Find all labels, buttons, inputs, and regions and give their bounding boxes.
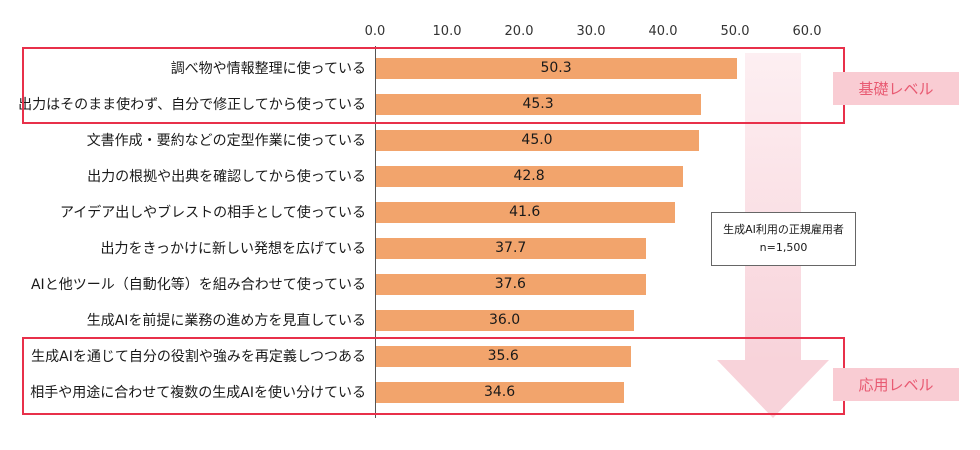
x-tick-label: 20.0 [504, 24, 534, 39]
bar-row: 文書作成・要約などの定型作業に使っている 45.0 [0, 122, 980, 158]
value-label: 36.0 [489, 312, 521, 328]
category-label: 出力の根拠や出典を確認してから使っている [87, 169, 366, 185]
bar: 37.7 [375, 237, 647, 259]
bar-area: 35.6 [375, 338, 632, 374]
basic-level-label: 基礎レベル [833, 72, 959, 105]
bar-row: 出力をきっかけに新しい発想を広げている 37.7 [0, 230, 980, 266]
bar-row: 生成AIを前提に業務の進め方を見直している 36.0 [0, 302, 980, 338]
sample-note-line1: 生成AI利用の正規雇用者 [723, 223, 844, 237]
bar: 45.3 [375, 93, 702, 115]
category-label: アイデア出しやブレストの相手として使っている [59, 205, 366, 221]
bar-area: 36.0 [375, 302, 635, 338]
value-label: 34.6 [483, 384, 516, 400]
bar-area: 37.7 [375, 230, 647, 266]
sample-note-line2: n=1,500 [759, 241, 808, 254]
x-tick-label: 0.0 [364, 24, 386, 39]
x-tick-label: 60.0 [792, 24, 822, 39]
bar: 42.8 [375, 165, 684, 187]
bar: 50.3 [375, 57, 738, 79]
bar-area: 42.8 [375, 158, 684, 194]
bar-row: 相手や用途に合わせて複数の生成AIを使い分けている 34.6 [0, 374, 980, 410]
y-axis-line [375, 46, 376, 418]
value-label: 50.3 [540, 60, 572, 76]
x-tick-label: 40.0 [648, 24, 678, 39]
category-label: 調べ物や情報整理に使っている [170, 61, 366, 77]
x-tick-label: 50.0 [720, 24, 750, 39]
bar-rows: 調べ物や情報整理に使っている 50.3 出力はそのまま使わず、自分で修正してから使っ… [0, 50, 980, 410]
category-label: 相手や用途に合わせて複数の生成AIを使い分けている [30, 385, 366, 401]
bar: 36.0 [375, 309, 635, 331]
level-progress-arrow-head [717, 360, 829, 418]
bar: 34.6 [375, 381, 625, 403]
level-progress-arrow-body [745, 53, 801, 361]
category-label: 生成AIを前提に業務の進め方を見直している [86, 313, 366, 329]
value-label: 45.3 [522, 96, 554, 112]
bar-row: 出力の根拠や出典を確認してから使っている 42.8 [0, 158, 980, 194]
category-label: 生成AIを通じて自分の役割や強みを再定義しつつある [31, 349, 366, 365]
category-label: 出力はそのまま使わず、自分で修正してから使っている [18, 97, 366, 113]
value-label: 35.6 [487, 348, 519, 364]
applied-level-label: 応用レベル [833, 368, 959, 401]
value-label: 41.6 [509, 204, 541, 220]
bar-row: AIと他ツール（自動化等）を組み合わせて使っている 37.6 [0, 266, 980, 302]
value-label: 37.6 [494, 276, 526, 292]
sample-note-box: 生成AI利用の正規雇用者 n=1,500 [711, 212, 856, 266]
value-label: 42.8 [513, 168, 545, 184]
bar: 35.6 [375, 345, 632, 367]
bar: 41.6 [375, 201, 675, 223]
value-label: 37.7 [495, 240, 527, 256]
category-label: AIと他ツール（自動化等）を組み合わせて使っている [30, 277, 366, 293]
bar-area: 45.3 [375, 86, 702, 122]
bar-row: アイデア出しやブレストの相手として使っている 41.6 [0, 194, 980, 230]
bar: 37.6 [375, 273, 646, 295]
x-tick-label: 10.0 [432, 24, 462, 39]
value-label: 45.0 [521, 132, 553, 148]
category-label: 文書作成・要約などの定型作業に使っている [86, 133, 366, 149]
x-tick-label: 30.0 [576, 24, 606, 39]
bar-row: 調べ物や情報整理に使っている 50.3 [0, 50, 980, 86]
bar-area: 34.6 [375, 374, 625, 410]
bar-area: 45.0 [375, 122, 699, 158]
category-label: 出力をきっかけに新しい発想を広げている [100, 241, 366, 257]
bar-area: 41.6 [375, 194, 675, 230]
bar-area: 37.6 [375, 266, 646, 302]
bar-row: 生成AIを通じて自分の役割や強みを再定義しつつある 35.6 [0, 338, 980, 374]
bar: 45.0 [375, 129, 699, 151]
bar-row: 出力はそのまま使わず、自分で修正してから使っている 45.3 [0, 86, 980, 122]
bar-area: 50.3 [375, 50, 738, 86]
